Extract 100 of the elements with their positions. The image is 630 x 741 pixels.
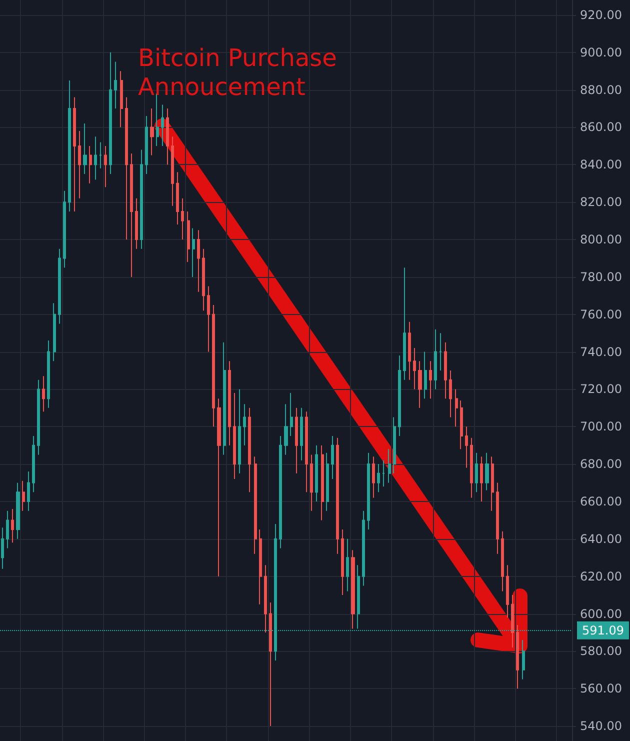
- y-tick-label: 820.00: [580, 195, 622, 210]
- candlestick: [94, 136, 97, 180]
- candlestick: [522, 639, 525, 680]
- candlestick: [37, 379, 40, 456]
- annotation: Bitcoin Purchase Annoucement: [138, 44, 338, 102]
- candlestick: [22, 480, 25, 512]
- candlestick: [130, 152, 133, 278]
- candlestick: [202, 248, 205, 312]
- candlestick: [408, 321, 411, 380]
- candlestick: [429, 360, 432, 400]
- candlestick: [382, 460, 385, 488]
- candlestick: [305, 411, 308, 493]
- candlestick: [161, 104, 164, 146]
- candlestick: [238, 388, 241, 474]
- candlestick: [403, 267, 406, 380]
- candlestick: [187, 210, 190, 262]
- candlestick: [63, 190, 66, 268]
- candlestick: [264, 564, 267, 633]
- candlestick: [424, 351, 427, 400]
- candlestick: [413, 348, 416, 390]
- candlestick: [145, 116, 148, 175]
- candlestick: [434, 328, 437, 390]
- candlestick: [357, 564, 360, 630]
- candlestick: [217, 398, 221, 577]
- candlestick: [73, 96, 76, 212]
- candlestick: [166, 108, 169, 166]
- y-tick-label: 620.00: [580, 569, 622, 584]
- candlestick: [228, 360, 231, 446]
- candlestick: [140, 149, 143, 250]
- candlestick: [321, 444, 324, 521]
- candlestick: [470, 437, 473, 498]
- candlestick: [68, 80, 71, 212]
- candlestick: [393, 416, 396, 474]
- candlestick: [279, 435, 282, 549]
- candlestick: [135, 198, 138, 250]
- candlestick: [341, 529, 344, 596]
- candlestick: [47, 340, 50, 408]
- candlestick: [233, 392, 236, 480]
- candlestick: [367, 452, 370, 530]
- candlestick: [372, 456, 375, 498]
- candlestick: [310, 454, 313, 512]
- candlestick: [475, 452, 478, 493]
- candlestick: [295, 407, 298, 474]
- candlestick: [506, 564, 509, 618]
- candlestick: [125, 96, 128, 240]
- candlestick: [27, 471, 30, 512]
- ref-line-label: 591.09: [582, 623, 624, 638]
- candlestick: [398, 355, 401, 436]
- candlestick: [300, 407, 303, 461]
- candlestick: [114, 61, 117, 110]
- candlestick: [181, 198, 184, 240]
- candlestick: [109, 52, 112, 175]
- candlestick: [212, 304, 215, 428]
- candlestick: [346, 538, 349, 592]
- candlestick: [326, 452, 329, 512]
- candlestick: [388, 448, 391, 484]
- candlestick: [78, 130, 81, 199]
- candlestick: [315, 444, 318, 502]
- candlestick: [32, 435, 35, 493]
- candlestick: [223, 342, 226, 456]
- candlestick: [1, 527, 4, 570]
- y-tick-label: 640.00: [580, 532, 622, 546]
- y-tick-label: 760.00: [580, 307, 622, 322]
- candlestick: [42, 376, 45, 412]
- candlestick: [259, 529, 262, 605]
- candlestick: [120, 70, 123, 128]
- y-tick-label: 900.00: [580, 45, 622, 60]
- candlestick: [511, 594, 514, 648]
- candlestick: [336, 437, 339, 554]
- candlestick: [377, 464, 380, 493]
- candlestick: [248, 407, 251, 493]
- candlestick: [418, 360, 422, 408]
- candlestick: [176, 172, 179, 226]
- candlestick: [460, 400, 463, 450]
- candlestick: [11, 508, 14, 544]
- candlestick: [192, 228, 195, 278]
- candlestick: [171, 136, 174, 206]
- y-tick-label: 880.00: [580, 82, 622, 97]
- candlestick: [516, 624, 519, 690]
- candlestick: [150, 108, 154, 156]
- y-tick-label: 780.00: [580, 270, 622, 284]
- candlestick: [269, 602, 272, 727]
- candlestick: [480, 456, 483, 502]
- y-tick-label: 700.00: [580, 420, 622, 434]
- y-tick-label: 540.00: [580, 719, 622, 734]
- y-tick-label: 680.00: [580, 457, 622, 472]
- candlestick: [444, 342, 447, 400]
- y-tick-label: 600.00: [580, 606, 622, 621]
- candlestick: [254, 456, 257, 554]
- candlestick: [290, 392, 293, 436]
- y-tick-label: 560.00: [580, 682, 622, 696]
- candlestick: [58, 248, 61, 324]
- candlestick: [83, 123, 87, 175]
- candlestick: [439, 332, 442, 371]
- candlestick: [449, 370, 452, 418]
- candlestick: [351, 550, 355, 630]
- candlestick: [243, 404, 246, 446]
- y-tick-label: 860.00: [580, 120, 622, 134]
- y-tick-label: 720.00: [580, 382, 622, 396]
- y-tick-label: 840.00: [580, 158, 622, 172]
